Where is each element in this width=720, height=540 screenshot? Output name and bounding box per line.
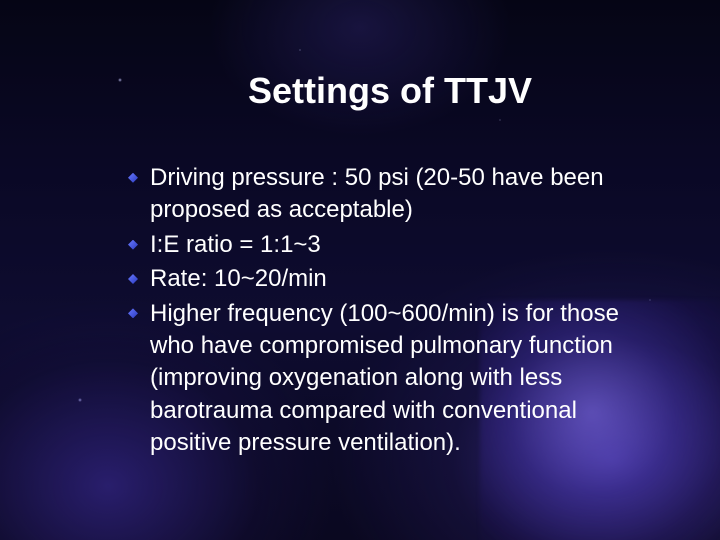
- bullet-text: Higher frequency (100~600/min) is for th…: [150, 300, 619, 457]
- slide: Settings of TTJV Driving pressure : 50 p…: [0, 0, 720, 540]
- bullet-list: Driving pressure : 50 psi (20-50 have be…: [60, 162, 660, 460]
- bullet-text: Rate: 10~20/min: [150, 265, 327, 292]
- bullet-text: Driving pressure : 50 psi (20-50 have be…: [150, 164, 604, 223]
- bullet-item: Higher frequency (100~600/min) is for th…: [150, 298, 630, 460]
- bullet-text: I:E ratio = 1:1~3: [150, 231, 321, 258]
- bullet-item: I:E ratio = 1:1~3: [150, 229, 630, 261]
- bullet-item: Driving pressure : 50 psi (20-50 have be…: [150, 162, 630, 227]
- bullet-item: Rate: 10~20/min: [150, 263, 630, 295]
- slide-title: Settings of TTJV: [120, 70, 660, 112]
